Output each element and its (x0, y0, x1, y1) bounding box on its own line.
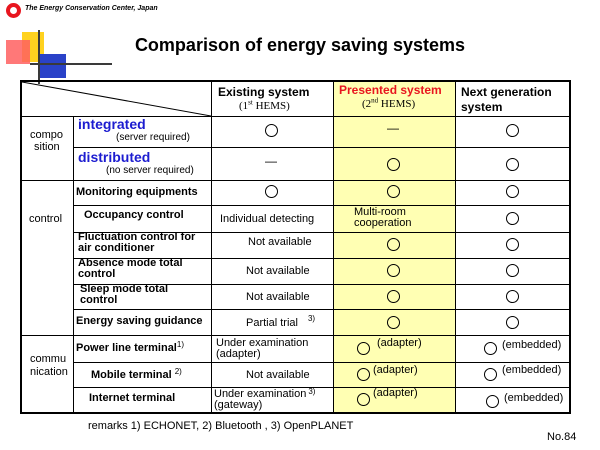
col-line-item (211, 82, 212, 412)
mobile-next: (embedded) (502, 364, 562, 376)
header-presented: Presented system (339, 83, 442, 97)
integrated-sub: (server required) (116, 132, 190, 143)
guidance-existing: Partial trial 3) (246, 314, 316, 329)
integrated-next-circle (506, 124, 519, 137)
decor-red-square (6, 40, 30, 64)
distributed-existing-dash: — (265, 154, 277, 168)
category-composition-line2: sition (34, 141, 60, 153)
header-existing: Existing system (218, 85, 310, 99)
power-line-presented-circle (357, 342, 370, 355)
fluctuation-existing: Not available (248, 236, 312, 248)
category-communication-line1: commu (30, 353, 67, 365)
category-control: control (29, 213, 63, 225)
col-line-existing (333, 82, 334, 412)
mobile-presented-circle (357, 368, 370, 381)
sleep-presented-circle (387, 290, 400, 303)
col-line-presented (455, 82, 456, 412)
category-composition-line1: compo (30, 129, 64, 141)
occupancy-existing: Individual detecting (220, 213, 315, 225)
guidance-label: Energy saving guidance (76, 315, 203, 327)
power-line-next-circle (484, 342, 497, 355)
power-line-label: Power line terminal1) (76, 340, 184, 354)
occupancy-next-circle (506, 212, 519, 225)
absence-existing: Not available (246, 265, 310, 277)
integrated-existing-circle (265, 124, 278, 137)
occupancy-presented-line1: Multi-room (354, 206, 406, 218)
guidance-next-circle (506, 316, 519, 329)
integrated-presented-dash: — (387, 121, 399, 135)
row-line-integrated (73, 147, 569, 148)
mobile-next-circle (484, 368, 497, 381)
absence-presented-circle (387, 264, 400, 277)
internet-label: Internet terminal (89, 392, 176, 404)
absence-label-line1: Absence mode total (78, 257, 183, 269)
row-line-control (22, 335, 569, 336)
row-line-composition (22, 180, 569, 181)
row-line-header (22, 116, 569, 117)
sleep-label-line1: Sleep mode total (80, 283, 169, 295)
header-next-line2: system (461, 100, 503, 114)
header-diagonal-line (22, 82, 211, 116)
mobile-presented: (adapter) (373, 364, 418, 376)
page-number: No.84 (547, 431, 577, 443)
fluctuation-label-line2: air conditioner (78, 242, 155, 254)
distributed-sub: (no server required) (106, 165, 194, 176)
internet-next: (embedded) (504, 392, 564, 404)
row-line-absence (73, 284, 569, 285)
page-title: Comparison of energy saving systems (134, 35, 466, 55)
header-existing-sub: (1st HEMS) (239, 98, 290, 112)
mobile-label: Mobile terminal 2) (91, 367, 182, 381)
internet-presented-circle (357, 393, 370, 406)
sleep-label-line2: control (80, 294, 118, 306)
monitoring-existing-circle (265, 185, 278, 198)
distributed-presented-circle (387, 158, 400, 171)
row-line-occupancy (73, 232, 569, 233)
fluctuation-next-circle (506, 238, 519, 251)
internet-presented: (adapter) (373, 387, 418, 399)
distributed-next-circle (506, 158, 519, 171)
power-line-existing-line2: (adapter) (216, 348, 261, 360)
monitoring-next-circle (506, 185, 519, 198)
mobile-existing: Not available (246, 369, 310, 381)
internet-next-circle (486, 395, 499, 408)
monitoring-label: Monitoring equipments (76, 186, 198, 198)
org-logo-icon (6, 3, 21, 18)
monitoring-presented-circle (387, 185, 400, 198)
remarks: remarks 1) ECHONET, 2) Bluetooth , 3) Op… (88, 420, 354, 432)
category-communication-line2: nication (30, 366, 68, 378)
header-next-line1: Next generation (461, 85, 552, 99)
row-line-mobile (73, 387, 569, 388)
sleep-existing: Not available (246, 291, 310, 303)
col-line-category (73, 116, 74, 412)
row-line-monitoring (73, 205, 569, 206)
guidance-presented-circle (387, 316, 400, 329)
org-name: The Energy Conservation Center, Japan (25, 5, 158, 12)
decor-vertical-line (38, 30, 40, 84)
occupancy-presented-line2: cooperation (354, 217, 412, 229)
absence-label-line2: control (78, 268, 116, 280)
power-line-presented: (adapter) (377, 337, 422, 349)
occupancy-label: Occupancy control (84, 209, 184, 221)
fluctuation-label-line1: Fluctuation control for (78, 231, 196, 243)
header-presented-sub: (2nd HEMS) (362, 96, 416, 110)
row-line-power (73, 362, 569, 363)
absence-next-circle (506, 264, 519, 277)
row-line-fluctuation (73, 258, 569, 259)
internet-existing-line2: (gateway) (214, 399, 263, 411)
decor-blue-square (40, 54, 66, 78)
row-line-sleep (73, 309, 569, 310)
power-line-existing-line1: Under examination (216, 337, 309, 349)
sleep-next-circle (506, 290, 519, 303)
decor-horizontal-line (30, 63, 112, 65)
internet-existing-line1: Under examination 3) (214, 387, 316, 400)
power-line-next: (embedded) (502, 339, 562, 351)
comparison-table (20, 80, 571, 414)
distributed-label: distributed (78, 149, 151, 165)
integrated-label: integrated (78, 116, 146, 132)
fluctuation-presented-circle (387, 238, 400, 251)
